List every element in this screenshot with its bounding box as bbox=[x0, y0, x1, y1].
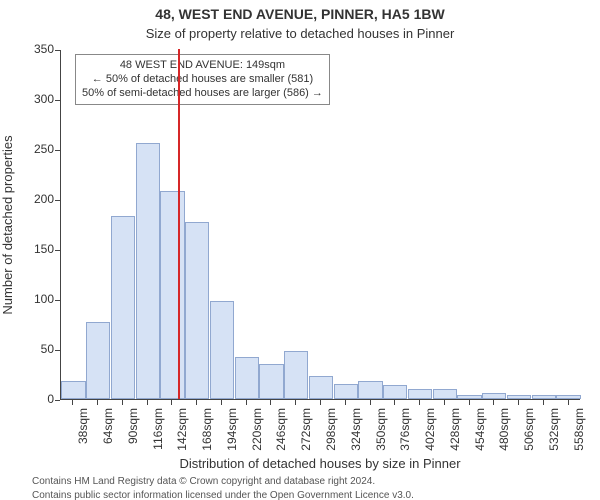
x-tick-mark bbox=[97, 400, 98, 405]
y-tick-label: 100 bbox=[0, 292, 54, 306]
x-tick-mark bbox=[295, 400, 296, 405]
histogram-bar bbox=[482, 393, 506, 399]
x-tick-mark bbox=[147, 400, 148, 405]
x-tick-mark bbox=[345, 400, 346, 405]
x-tick-mark bbox=[122, 400, 123, 405]
x-tick-mark bbox=[246, 400, 247, 405]
chart-container: 48, WEST END AVENUE, PINNER, HA5 1BW Siz… bbox=[0, 0, 600, 500]
y-tick-label: 350 bbox=[0, 42, 54, 56]
y-tick-mark bbox=[55, 100, 60, 101]
footer-line1: Contains HM Land Registry data © Crown c… bbox=[32, 476, 375, 487]
chart-title: 48, WEST END AVENUE, PINNER, HA5 1BW bbox=[0, 6, 600, 22]
histogram-bar bbox=[61, 381, 85, 399]
y-tick-label: 0 bbox=[0, 392, 54, 406]
histogram-bar bbox=[457, 395, 481, 399]
x-tick-label: 428sqm bbox=[448, 408, 462, 460]
x-tick-label: 116sqm bbox=[151, 408, 165, 460]
x-tick-mark bbox=[196, 400, 197, 405]
x-tick-label: 324sqm bbox=[349, 408, 363, 460]
x-tick-label: 558sqm bbox=[572, 408, 586, 460]
x-tick-label: 402sqm bbox=[423, 408, 437, 460]
histogram-bar bbox=[136, 143, 160, 399]
histogram-bar bbox=[507, 395, 531, 399]
plot-area: 48 WEST END AVENUE: 149sqm ← 50% of deta… bbox=[60, 50, 580, 400]
footer-line2: Contains public sector information licen… bbox=[32, 490, 414, 500]
annotation-line1: 48 WEST END AVENUE: 149sqm bbox=[120, 59, 285, 73]
x-tick-label: 350sqm bbox=[374, 408, 388, 460]
x-tick-label: 298sqm bbox=[324, 408, 338, 460]
x-tick-mark bbox=[543, 400, 544, 405]
histogram-bar bbox=[210, 301, 234, 399]
y-tick-mark bbox=[55, 200, 60, 201]
y-tick-mark bbox=[55, 300, 60, 301]
histogram-bar bbox=[309, 376, 333, 399]
x-tick-mark bbox=[568, 400, 569, 405]
x-tick-label: 506sqm bbox=[522, 408, 536, 460]
histogram-bar bbox=[235, 357, 259, 399]
histogram-bar bbox=[86, 322, 110, 399]
x-tick-label: 246sqm bbox=[274, 408, 288, 460]
x-tick-mark bbox=[72, 400, 73, 405]
histogram-bar bbox=[160, 191, 184, 399]
x-tick-mark bbox=[493, 400, 494, 405]
x-tick-label: 480sqm bbox=[497, 408, 511, 460]
annotation-line2: ← 50% of detached houses are smaller (58… bbox=[92, 73, 313, 87]
x-tick-mark bbox=[320, 400, 321, 405]
y-tick-label: 300 bbox=[0, 92, 54, 106]
y-tick-label: 200 bbox=[0, 192, 54, 206]
histogram-bar bbox=[111, 216, 135, 399]
histogram-bar bbox=[358, 381, 382, 399]
x-tick-mark bbox=[171, 400, 172, 405]
x-tick-mark bbox=[394, 400, 395, 405]
marker-annotation: 48 WEST END AVENUE: 149sqm ← 50% of deta… bbox=[75, 54, 330, 105]
y-tick-label: 250 bbox=[0, 142, 54, 156]
y-tick-mark bbox=[55, 150, 60, 151]
x-tick-label: 168sqm bbox=[200, 408, 214, 460]
histogram-bar bbox=[383, 385, 407, 399]
y-tick-mark bbox=[55, 400, 60, 401]
histogram-bar bbox=[334, 384, 358, 399]
y-tick-mark bbox=[55, 50, 60, 51]
histogram-bar bbox=[259, 364, 283, 399]
x-tick-label: 90sqm bbox=[126, 408, 140, 460]
histogram-bar bbox=[185, 222, 209, 399]
marker-line bbox=[178, 49, 180, 399]
y-tick-label: 50 bbox=[0, 342, 54, 356]
y-tick-label: 150 bbox=[0, 242, 54, 256]
x-tick-mark bbox=[444, 400, 445, 405]
x-tick-label: 64sqm bbox=[101, 408, 115, 460]
x-tick-label: 376sqm bbox=[398, 408, 412, 460]
x-tick-label: 142sqm bbox=[175, 408, 189, 460]
x-tick-label: 38sqm bbox=[76, 408, 90, 460]
x-tick-label: 454sqm bbox=[473, 408, 487, 460]
x-tick-mark bbox=[469, 400, 470, 405]
y-tick-mark bbox=[55, 350, 60, 351]
histogram-bar bbox=[408, 389, 432, 399]
histogram-bar bbox=[556, 395, 580, 399]
histogram-bar bbox=[532, 395, 556, 399]
histogram-bar bbox=[433, 389, 457, 399]
x-tick-mark bbox=[370, 400, 371, 405]
chart-subtitle: Size of property relative to detached ho… bbox=[0, 26, 600, 41]
y-tick-mark bbox=[55, 250, 60, 251]
x-tick-label: 532sqm bbox=[547, 408, 561, 460]
x-tick-mark bbox=[419, 400, 420, 405]
x-tick-mark bbox=[221, 400, 222, 405]
x-tick-label: 194sqm bbox=[225, 408, 239, 460]
x-tick-mark bbox=[270, 400, 271, 405]
x-tick-label: 220sqm bbox=[250, 408, 264, 460]
x-tick-label: 272sqm bbox=[299, 408, 313, 460]
histogram-bar bbox=[284, 351, 308, 399]
x-tick-mark bbox=[518, 400, 519, 405]
annotation-line3: 50% of semi-detached houses are larger (… bbox=[82, 87, 323, 101]
